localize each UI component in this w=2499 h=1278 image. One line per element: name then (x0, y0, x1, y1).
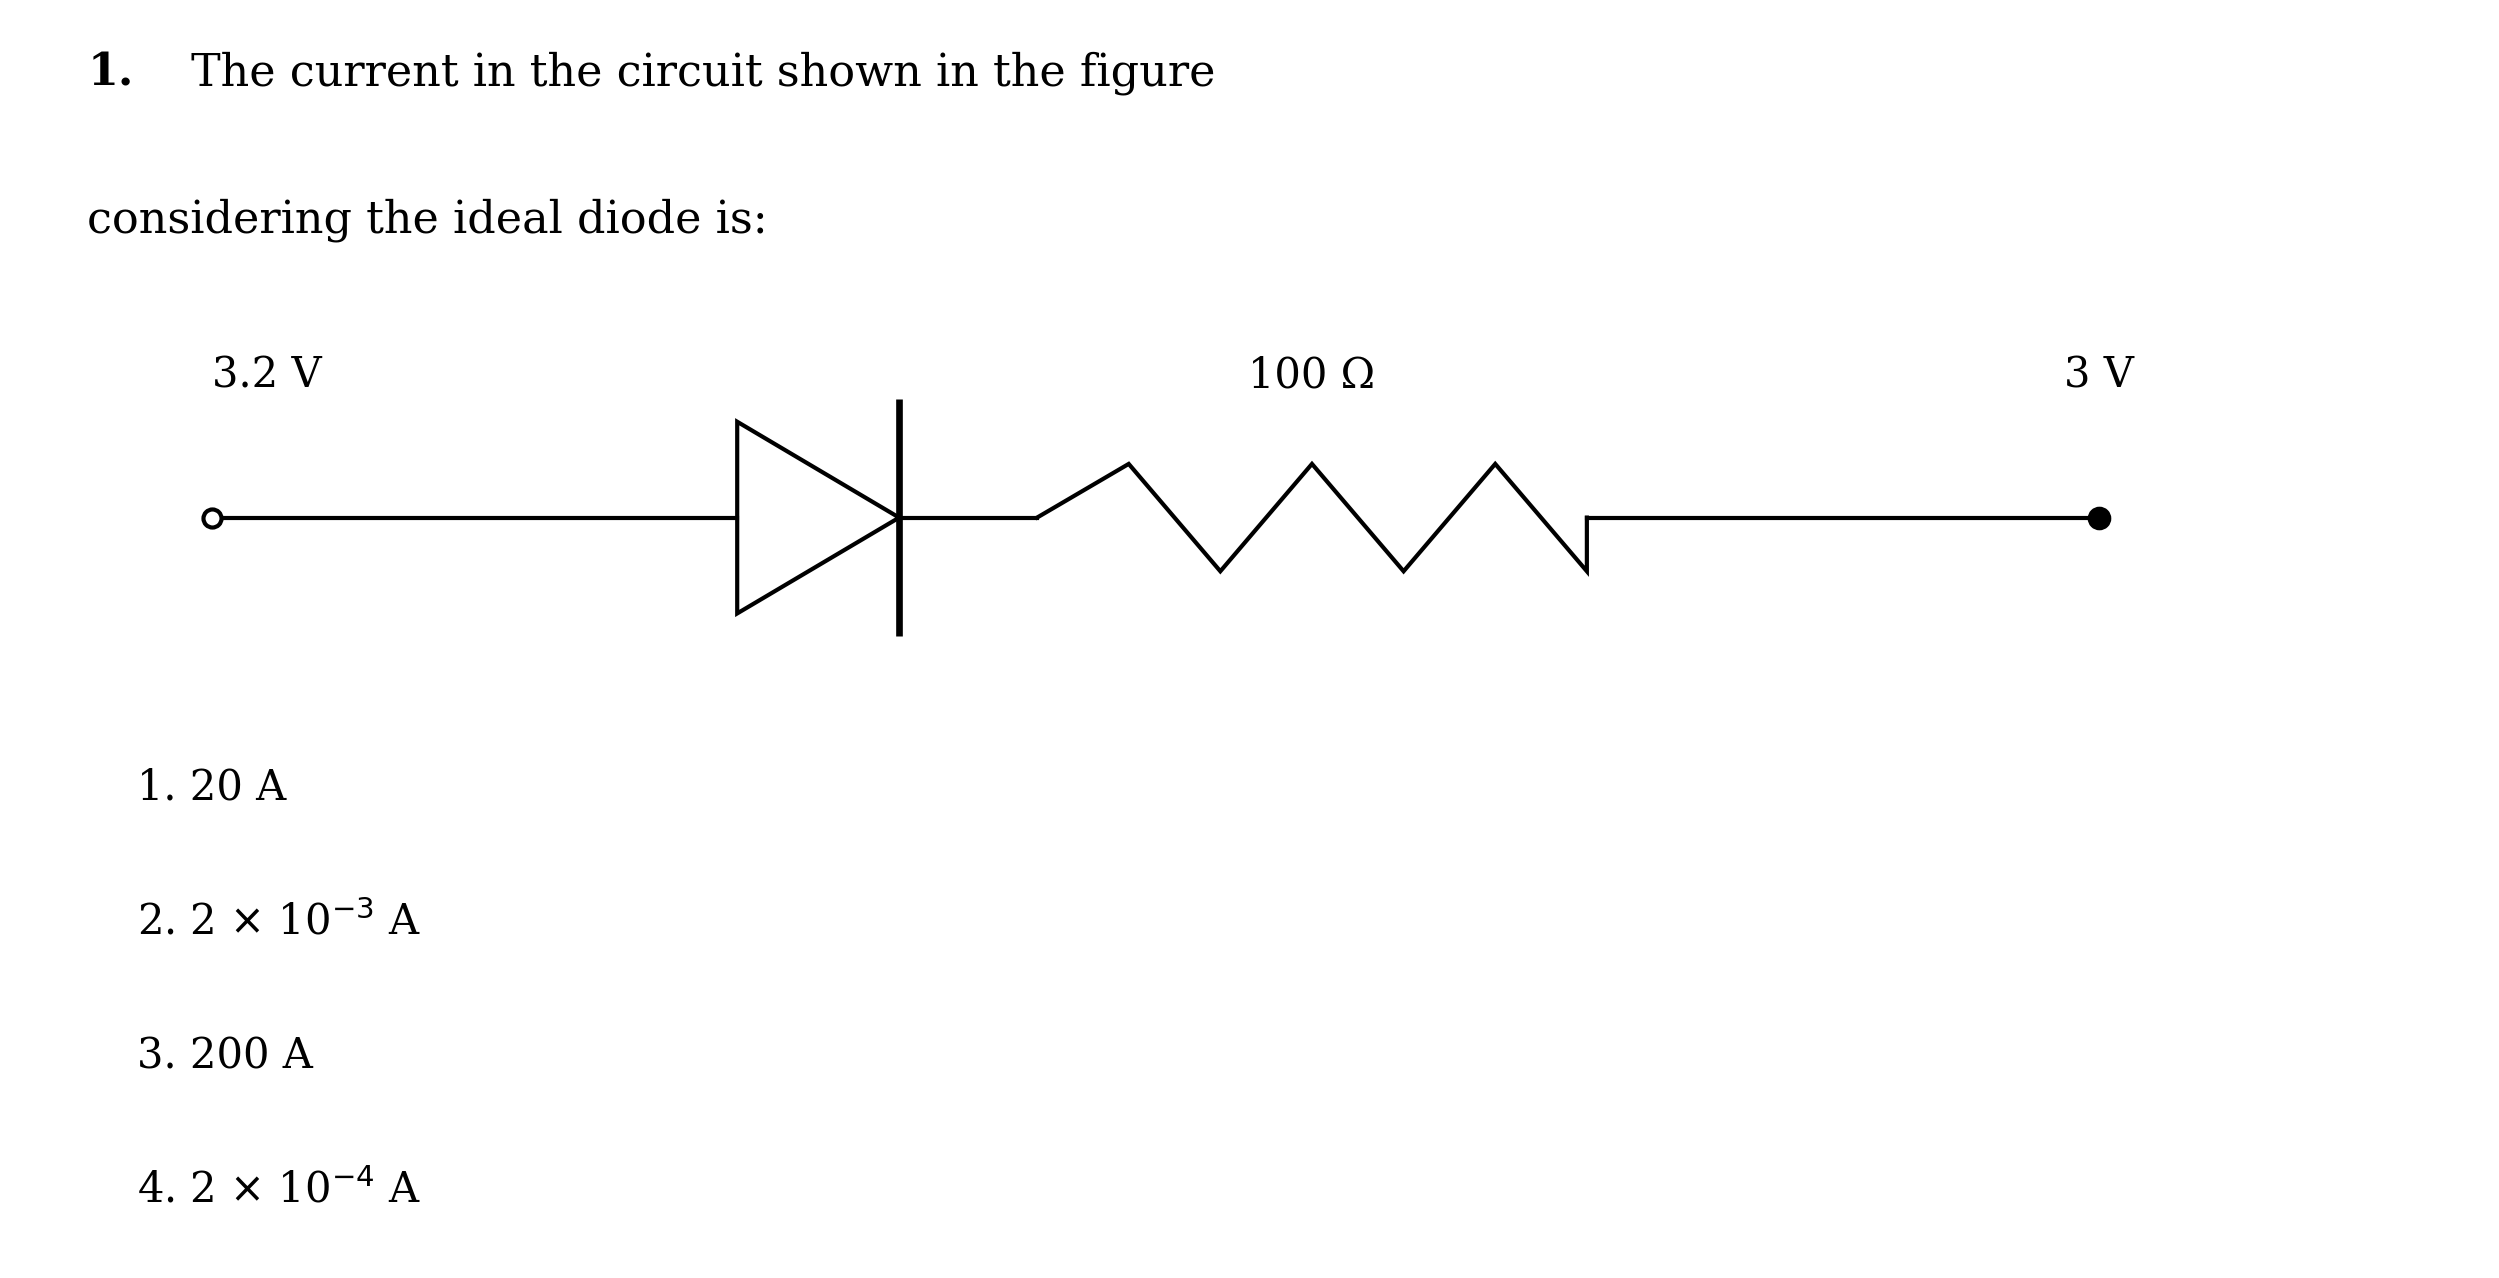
Text: 1. 20 A: 1. 20 A (137, 767, 287, 809)
Text: 3 V: 3 V (2064, 354, 2134, 396)
Text: 100 Ω: 100 Ω (1250, 354, 1374, 396)
Text: considering the ideal diode is:: considering the ideal diode is: (87, 198, 767, 242)
Text: 3.2 V: 3.2 V (212, 354, 322, 396)
Text: 2. 2 $\times$ 10$^{-3}$ A: 2. 2 $\times$ 10$^{-3}$ A (137, 901, 422, 943)
Text: 1.: 1. (87, 51, 135, 95)
Text: 4. 2 $\times$ 10$^{-4}$ A: 4. 2 $\times$ 10$^{-4}$ A (137, 1169, 422, 1212)
Text: 3. 200 A: 3. 200 A (137, 1035, 312, 1077)
Text: The current in the circuit shown in the figure: The current in the circuit shown in the … (177, 51, 1217, 95)
